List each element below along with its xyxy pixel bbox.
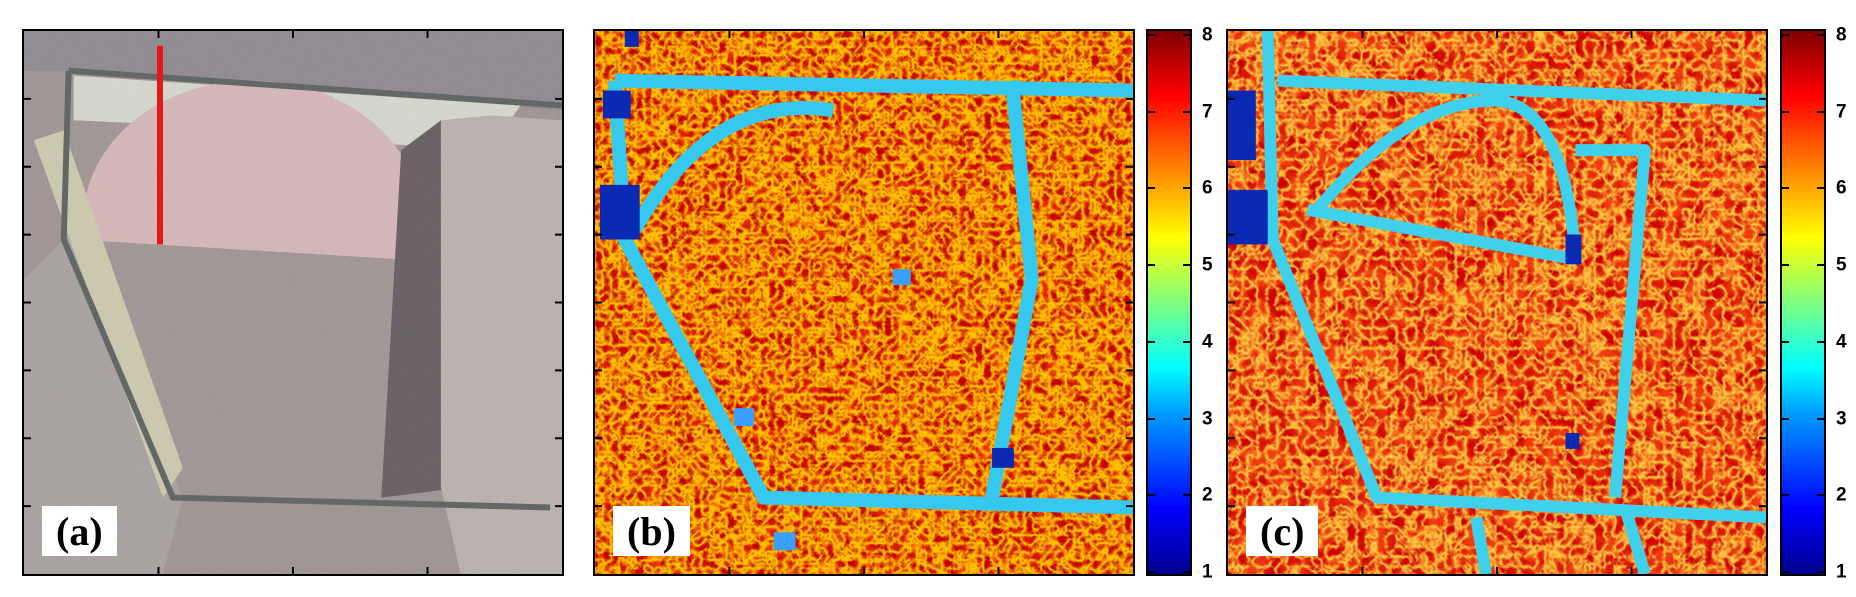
colorbar-b-tick-label: 3 (1202, 408, 1213, 430)
colorbar-b-tick-label: 7 (1202, 101, 1213, 123)
colorbar-c-tick-mark (1817, 417, 1824, 420)
colorbar-b-tick-label: 2 (1202, 484, 1213, 506)
colorbar-b-tick-mark (1183, 187, 1190, 190)
colorbar-c-tick-mark (1782, 340, 1789, 343)
colorbar-c-tick-mark (1782, 417, 1789, 420)
colorbar-c-tick-label: 7 (1836, 101, 1847, 123)
colorbar-c-tick-mark (1817, 34, 1824, 36)
colorbar-b-tick-mark (1183, 494, 1190, 497)
colorbar-c-tick-label: 4 (1836, 331, 1847, 353)
colorbar-b-tick-mark (1183, 417, 1190, 420)
colorbar-c-tick-mark (1817, 494, 1824, 497)
colorbar-b-tick-mark (1183, 34, 1190, 36)
colorbar-b-tick-label: 1 (1202, 561, 1213, 583)
colorbar-c-tick-mark (1782, 264, 1789, 267)
colorbar-b-tick-mark (1183, 264, 1190, 267)
colorbar-c-tick-mark (1817, 264, 1824, 267)
panel-label-b: (b) (613, 506, 690, 556)
colorbar-c-tick-mark (1817, 340, 1824, 343)
colorbar-b-tick-mark (1148, 340, 1155, 343)
colorbar-c-tick-label: 6 (1836, 177, 1847, 199)
colorbar-c: 1 2 3 4 5 6 7 8 (1780, 26, 1847, 582)
colorbar-c-tick-label: 8 (1836, 24, 1847, 46)
colorbar-b-tick-mark (1148, 110, 1155, 113)
colorbar-b-tick-mark (1148, 187, 1155, 190)
heatmap-c (1228, 31, 1766, 574)
colorbar-b-tick-mark (1148, 417, 1155, 420)
colorbar-b-tick-mark (1183, 340, 1190, 343)
sar-image (24, 31, 562, 574)
heatmap-panel-c: (c) (1226, 29, 1768, 576)
colorbar-c-tick-mark (1782, 34, 1789, 36)
colorbar-b-tick-mark (1183, 571, 1190, 573)
colorbar-b-tick-mark (1148, 34, 1155, 36)
colorbar-c-tick-mark (1782, 110, 1789, 113)
colorbar-c-tick-mark (1817, 571, 1824, 573)
colorbar-b-tick-mark (1148, 494, 1155, 497)
colorbar-b-tick-label: 5 (1202, 254, 1213, 276)
colorbar-c-tick-mark (1782, 494, 1789, 497)
colorbar-b-tick-label: 6 (1202, 177, 1213, 199)
colorbar-b-tick-mark (1183, 110, 1190, 113)
colorbar-b-tick-mark (1148, 571, 1155, 573)
heatmap-panel-b: (b) (593, 29, 1135, 576)
colorbar-c-tick-mark (1817, 110, 1824, 113)
colorbar-c-tick-label: 5 (1836, 254, 1847, 276)
heatmap-b (595, 31, 1133, 574)
panel-label-a: (a) (42, 506, 117, 556)
colorbar-b-tick-mark (1148, 264, 1155, 267)
colorbar-b: 1 2 3 4 5 6 7 8 (1146, 26, 1213, 582)
sar-image-panel: (a) (22, 29, 564, 576)
colorbar-b-tick-label: 4 (1202, 331, 1213, 353)
colorbar-b-tick-label: 8 (1202, 24, 1213, 46)
colorbar-c-tick-label: 3 (1836, 408, 1847, 430)
colorbar-c-tick-mark (1817, 187, 1824, 190)
colorbar-c-tick-label: 2 (1836, 484, 1847, 506)
colorbar-c-tick-mark (1782, 571, 1789, 573)
colorbar-c-tick-mark (1782, 187, 1789, 190)
colorbar-c-tick-label: 1 (1836, 561, 1847, 583)
panel-label-c: (c) (1246, 506, 1319, 556)
